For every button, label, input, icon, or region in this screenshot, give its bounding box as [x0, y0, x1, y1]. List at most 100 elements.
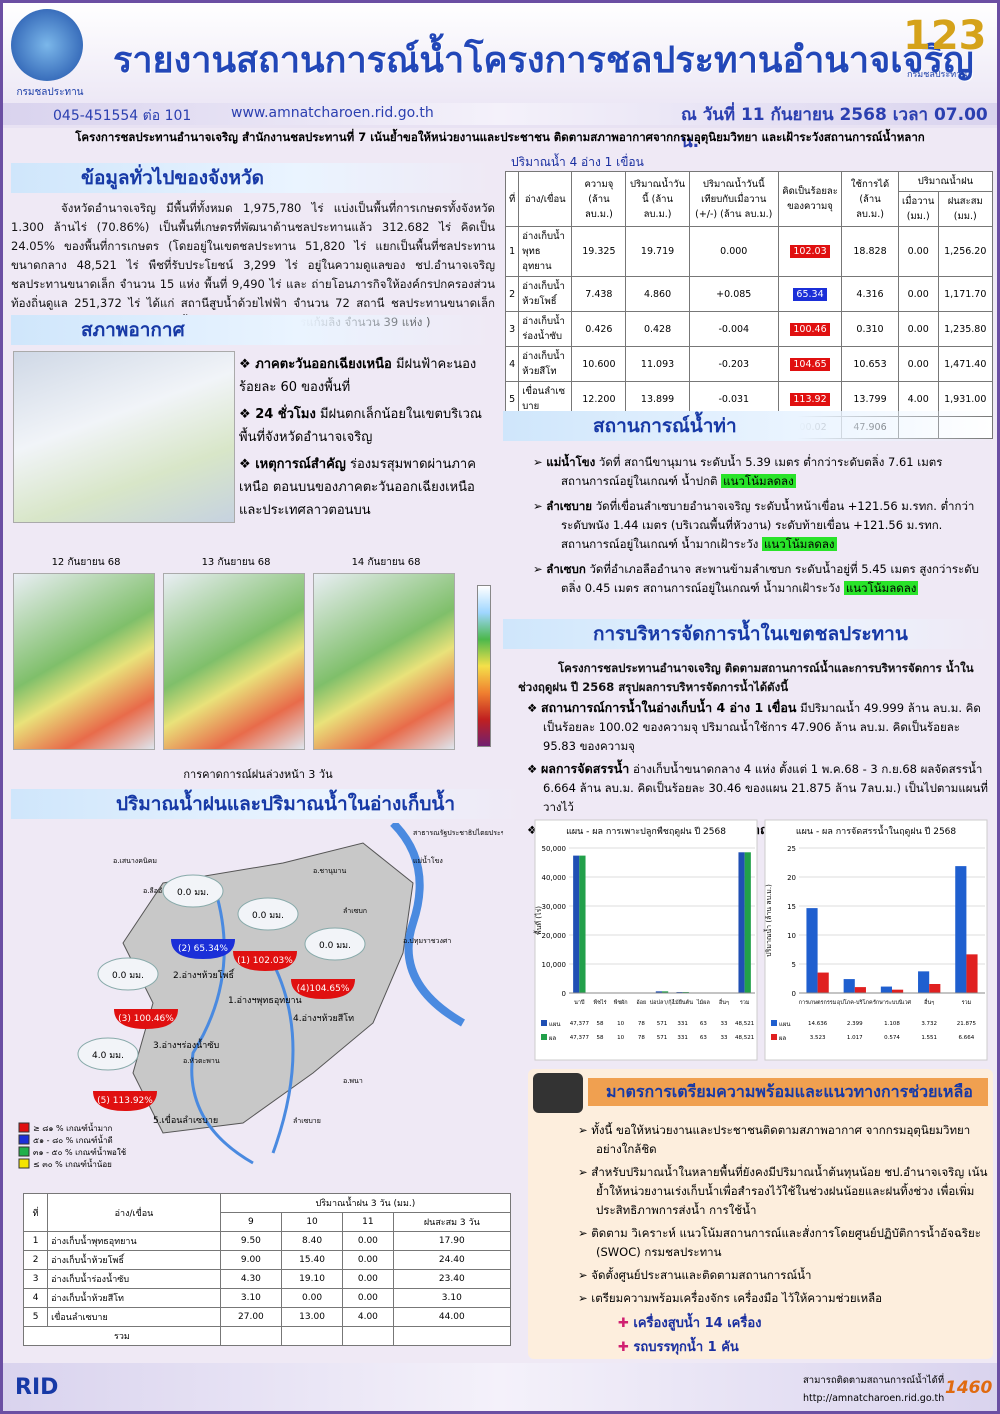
bar [662, 991, 669, 993]
table-row: 2 อ่างเก็บน้ำห้วยโพธิ์ 7.438 4.860 +0.085 65.… [504, 276, 994, 312]
value-label: 58 [597, 1035, 604, 1041]
header-cell: ฝนสะสม (มม.) [937, 191, 994, 227]
value-label: 33 [721, 1035, 728, 1041]
reservoir-badge [291, 979, 355, 999]
reservoir-name: 3.อ่างฯร่องน้ำซับ [153, 1038, 219, 1051]
rain-cloud [237, 897, 299, 931]
x-tick-label: รวม [740, 1000, 750, 1006]
general-body: จังหวัดอำนาจเจริญ มีพื้นที่ทั้งหมด 1,975… [11, 201, 495, 329]
value-label: 78 [638, 1035, 645, 1041]
value-label: 58 [597, 1021, 604, 1027]
province-shape [122, 842, 414, 1134]
section-heading: การบริหารจัดการน้ำในเขตชลประทาน [503, 619, 993, 649]
place-label: อ.ลืออำนาจ [143, 887, 179, 895]
bullet-mark: ✚ [618, 1316, 634, 1331]
y-tick-label: 10,000 [542, 961, 567, 969]
header-cell: ที่ [22, 1193, 49, 1232]
reservoir-percent: (4)104.65% [297, 984, 350, 994]
situation-items: ➢ แม่น้ำโขง วัดที่ สถานีขานุมาน ระดับน้ำ… [533, 453, 988, 604]
river-name: ลำเซบก [546, 562, 586, 576]
bullet-mark: ➢ [578, 1291, 592, 1305]
table-cell: 3 [22, 1269, 49, 1289]
place-label: อ.พนา [343, 1077, 363, 1085]
weather-label: เหตุการณ์สำคัญ [255, 457, 346, 472]
value-label: 47,377 [570, 1035, 590, 1041]
anniversary-logo: 123 [903, 13, 987, 59]
header-cell: ปริมาณน้ำฝน 3 วัน (มม.) [219, 1193, 512, 1213]
footer-note: สามารถติดตามสถานการณ์น้ำได้ที่ [803, 1375, 945, 1386]
weather-item: ❖ 24 ชั่วโมง มีฝนตกเล็กน้อยในเขตบริเวณพื… [239, 403, 497, 449]
table-cell: 1,235.80 [937, 311, 994, 347]
table-cell: 1,171.70 [937, 276, 994, 312]
legend-swatch [541, 1020, 547, 1026]
bar [955, 866, 967, 993]
table-cell: 2 [504, 276, 520, 312]
y-tick-label: 30,000 [542, 903, 567, 911]
value-label: 63 [700, 1021, 707, 1027]
table-cell [342, 1326, 394, 1346]
table-row: 3 อ่างเก็บน้ำร่องน้ำซับ 4.30 19.10 0.00 23.40 [22, 1269, 512, 1289]
color-bar [477, 585, 491, 747]
table-cell: 27.00 [219, 1307, 282, 1327]
reservoir-badge [171, 939, 235, 959]
table-cell: 3 [504, 311, 520, 347]
equipment-item: ✚ เครื่องสูบน้ำ 14 เครื่อง [578, 1312, 988, 1336]
bar [966, 954, 978, 993]
value-label: 0.574 [884, 1035, 900, 1041]
chart-title: แผน - ผล การเพาะปลูกพืชฤดูฝน ปี 2568 [566, 826, 726, 837]
value-label: 33 [721, 1021, 728, 1027]
reservoir-name: 2.อ่างฯห้วยโพธิ์ [173, 968, 236, 981]
table: ที่ อ่าง/เขื่อน ปริมาณน้ำฝน 3 วัน (มม.) 9 10… [22, 1193, 512, 1346]
equipment-text: รถบรรทุกน้ำ 1 คัน [633, 1340, 739, 1355]
table-cell: 0.00 [342, 1269, 394, 1289]
chart-title: แผน - ผล การจัดสรรน้ำในฤดูฝน ปี 2568 [796, 824, 957, 837]
bullet-mark: ➢ [578, 1268, 592, 1282]
header-cell: ปริมาณน้ำวันนี้เทียบกับเมื่อวาน (+/-) (ล… [688, 171, 779, 227]
table-cell: 0.00 [342, 1250, 394, 1270]
forecast-map [163, 573, 305, 750]
table-cell: 19.10 [280, 1269, 344, 1289]
bar [918, 971, 930, 993]
table-cell: 13.00 [280, 1307, 344, 1327]
rain-amount: 0.0 มม. [177, 888, 209, 898]
reservoir-percent: (5) 113.92% [97, 1096, 153, 1106]
table-cell: 5 [22, 1307, 49, 1327]
measure-text: ทั้งนี้ ขอให้หน่วยงานและประชาชนติดตามสภา… [591, 1123, 971, 1156]
footer-brand: RID [15, 1375, 59, 1400]
table-cell: 3.10 [392, 1288, 512, 1308]
bar [655, 991, 662, 993]
table-cell: 1,256.20 [937, 226, 994, 277]
value-label: 14.636 [808, 1021, 828, 1027]
y-tick-label: 40,000 [542, 874, 567, 882]
reservoir-name: 5.เขื่อนลำเซบาย [153, 1113, 218, 1126]
table-cell: 19.719 [625, 226, 690, 277]
weather-text: มีฝนฟ้าคะนองร้อยละ 60 ของพื้นที่ [239, 357, 477, 395]
rain-amount: 0.0 มม. [252, 911, 284, 921]
agency-logo [11, 9, 83, 81]
rain-amount: 0.0 มม. [319, 941, 351, 951]
rain-forecast-maps: 12 กันยายน 68 13 กันยายน 68 14 กันยายน 68 [11, 555, 501, 755]
weather-items: ❖ ภาคตะวันออกเฉียงเหนือ มีฝนฟ้าคะนองร้อย… [239, 353, 497, 526]
table: ที่ อ่าง/เขื่อน ความจุ (ล้าน ลบ.ม.) ปริมาณน… [504, 171, 994, 439]
table-cell: 2 [22, 1250, 49, 1270]
y-tick-label: 10 [787, 932, 796, 940]
legend-label: แผน [549, 1021, 560, 1028]
management-intro: โครงการชลประทานอำนาจเจริญ ติดตามสถานการณ… [518, 661, 974, 694]
table-cell: 0.00 [342, 1231, 394, 1251]
table-cell: 11.093 [625, 346, 690, 382]
table-cell: 0.00 [897, 346, 939, 382]
measure-item: ➢ เตรียมความพร้อมเครื่องจักร เครื่องมือ … [578, 1289, 988, 1308]
measure-item: ➢ สำหรับปริมาณน้ำในหลายพื้นที่ยังคงมีปริ… [578, 1163, 988, 1220]
management-item: ❖ ผลการจัดสรรน้ำ อ่างเก็บน้ำขนาดกลาง 4 แ… [523, 759, 993, 817]
header-cell: ปริมาณน้ำฝน [897, 171, 994, 192]
header-row: ที่ อ่าง/เขื่อน ความจุ (ล้าน ลบ.ม.) ปริมาณน… [504, 171, 994, 227]
table-cell: อ่างเก็บน้ำร่องน้ำซับ [47, 1269, 221, 1289]
table-row: 4 อ่างเก็บน้ำห้วยสีโท 10.600 11.093 -0.203 10… [504, 346, 994, 382]
place-label: อ.ปทุมราชวงศา [403, 937, 451, 945]
river [271, 962, 295, 1154]
table-cell: 7.438 [571, 276, 627, 312]
footer [3, 1363, 997, 1411]
reservoir-badge [93, 1091, 157, 1111]
situation-item: ➢ ลำเซบก วัดที่อำเภอลืออำนาจ สะพานข้ามลำ… [533, 560, 988, 598]
table-cell: 3.10 [219, 1288, 282, 1308]
